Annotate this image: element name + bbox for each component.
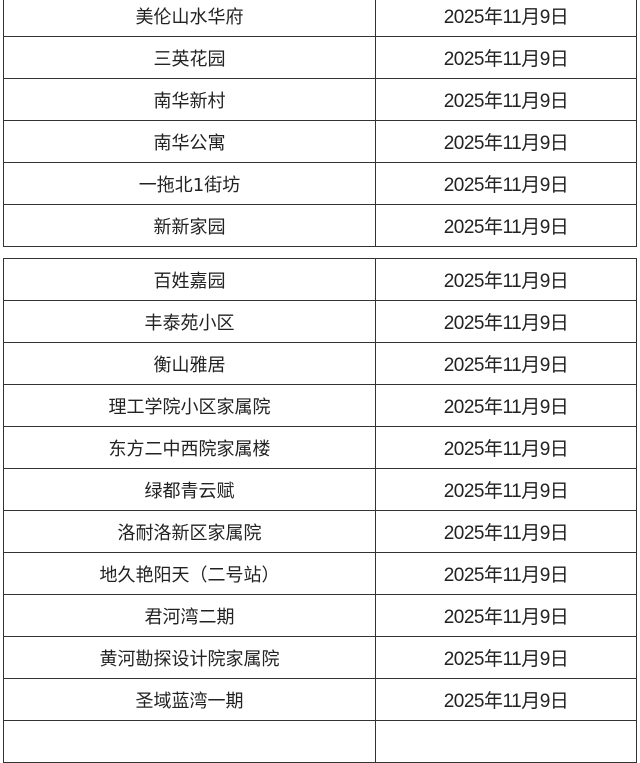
community-name-cell: 新新家园 [3, 204, 376, 247]
table-row: 绿都青云赋 2025年11月9日 [3, 468, 637, 511]
table-row: 南华新村 2025年11月9日 [3, 78, 637, 121]
date-cell: 2025年11月9日 [375, 204, 637, 247]
community-date-table-top: 美伦山水华府 2025年11月9日 三英花园 2025年11月9日 南华新村 2025年1… [3, 0, 637, 247]
community-name-cell: 衡山雅居 [3, 342, 376, 385]
date-cell: 2025年11月9日 [375, 636, 637, 679]
date-cell: 2025年11月9日 [375, 426, 637, 469]
community-name-cell: 君河湾二期 [3, 594, 376, 637]
date-cell: 2025年11月9日 [375, 678, 637, 721]
community-name-cell: 绿都青云赋 [3, 468, 376, 511]
date-cell: 2025年11月9日 [375, 384, 637, 427]
date-cell: 2025年11月9日 [375, 468, 637, 511]
table-row: 丰泰苑小区 2025年11月9日 [3, 300, 637, 343]
date-cell: 2025年11月9日 [375, 0, 637, 37]
community-name-cell: 南华新村 [3, 78, 376, 121]
date-cell: 2025年11月9日 [375, 36, 637, 79]
table-row: 理工学院小区家属院 2025年11月9日 [3, 384, 637, 427]
table-row: 洛耐洛新区家属院 2025年11月9日 [3, 510, 637, 553]
date-cell: 2025年11月9日 [375, 78, 637, 121]
community-name-cell: 百姓嘉园 [3, 258, 376, 301]
table-row: 美伦山水华府 2025年11月9日 [3, 0, 637, 37]
table-row: 地久艳阳天（二号站） 2025年11月9日 [3, 552, 637, 595]
community-name-cell: 东方二中西院家属楼 [3, 426, 376, 469]
table-row: 君河湾二期 2025年11月9日 [3, 594, 637, 637]
table-row: 衡山雅居 2025年11月9日 [3, 342, 637, 385]
community-name-cell: 洛耐洛新区家属院 [3, 510, 376, 553]
table-row: 百姓嘉园 2025年11月9日 [3, 258, 637, 301]
table-row: 新新家园 2025年11月9日 [3, 204, 637, 247]
table-row: 一拖北1街坊 2025年11月9日 [3, 162, 637, 205]
community-name-cell: 三英花园 [3, 36, 376, 79]
date-cell: 2025年11月9日 [375, 510, 637, 553]
community-name-cell: 南华公寓 [3, 120, 376, 163]
table-row: 南华公寓 2025年11月9日 [3, 120, 637, 163]
date-cell: 2025年11月9日 [375, 552, 637, 595]
date-cell: 2025年11月9日 [375, 300, 637, 343]
community-name-cell: 圣域蓝湾一期 [3, 678, 376, 721]
community-name-cell: 丰泰苑小区 [3, 300, 376, 343]
community-date-table-bottom: 百姓嘉园 2025年11月9日 丰泰苑小区 2025年11月9日 衡山雅居 2025年11… [3, 258, 637, 763]
date-cell: 2025年11月9日 [375, 162, 637, 205]
community-name-cell: 美伦山水华府 [3, 0, 376, 37]
date-cell: 2025年11月9日 [375, 258, 637, 301]
table-row: 黄河勘探设计院家属院 2025年11月9日 [3, 636, 637, 679]
date-cell: 2025年11月9日 [375, 342, 637, 385]
date-cell: 2025年11月9日 [375, 120, 637, 163]
table-row: 圣域蓝湾一期 2025年11月9日 [3, 678, 637, 721]
table-row: 三英花园 2025年11月9日 [3, 36, 637, 79]
community-name-cell: 一拖北1街坊 [3, 162, 376, 205]
community-name-cell: 地久艳阳天（二号站） [3, 552, 376, 595]
date-cell: 2025年11月9日 [375, 594, 637, 637]
community-name-cell: 黄河勘探设计院家属院 [3, 636, 376, 679]
table-row: 东方二中西院家属楼 2025年11月9日 [3, 426, 637, 469]
community-name-cell: 理工学院小区家属院 [3, 384, 376, 427]
